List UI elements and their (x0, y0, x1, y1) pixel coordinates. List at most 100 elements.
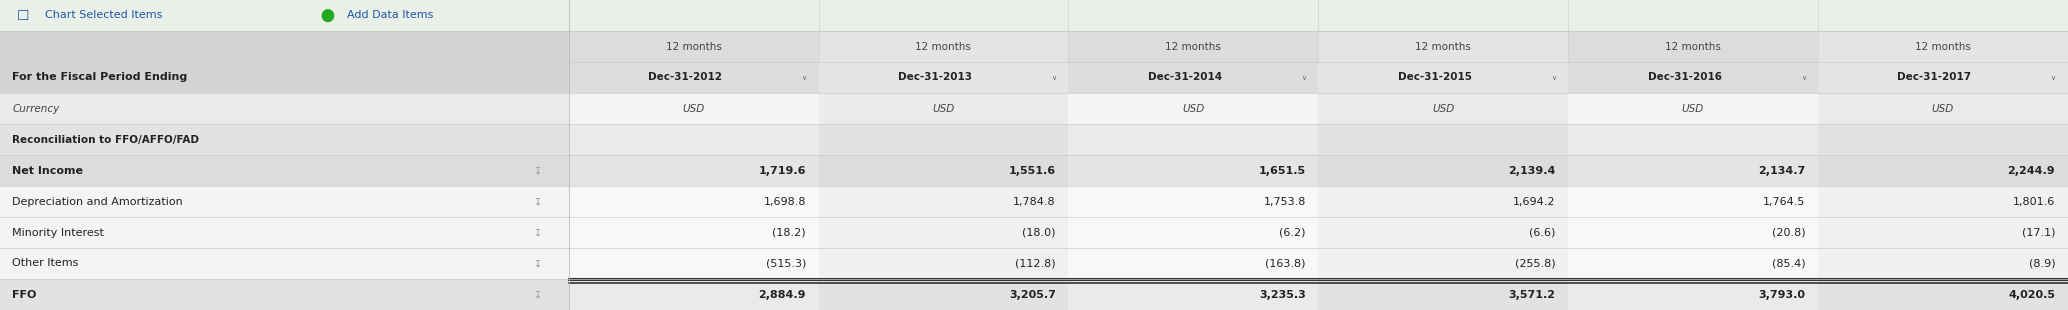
Bar (819, 31, 1069, 62)
Text: 4,020.5: 4,020.5 (2008, 290, 2056, 299)
Text: 12 months: 12 months (1164, 42, 1222, 51)
Bar (1317, 62, 1568, 93)
Bar (1069, 186, 1317, 217)
Bar (819, 279, 1069, 310)
Text: USD: USD (1932, 104, 1954, 113)
Text: 12 months: 12 months (1915, 42, 1971, 51)
Text: Dec-31-2013: Dec-31-2013 (898, 73, 972, 82)
Text: For the Fiscal Period Ending: For the Fiscal Period Ending (12, 73, 188, 82)
Text: 2,139.4: 2,139.4 (1508, 166, 1555, 175)
Bar (819, 248, 1069, 279)
Text: Dec-31-2015: Dec-31-2015 (1398, 73, 1472, 82)
Text: (112.8): (112.8) (1015, 259, 1057, 268)
Bar (0, 155, 569, 186)
Bar (1818, 124, 2068, 155)
Bar (0, 124, 569, 155)
Text: Minority Interest: Minority Interest (12, 228, 103, 237)
Text: ↧: ↧ (534, 197, 542, 206)
Bar (0, 0, 2068, 31)
Text: 1,719.6: 1,719.6 (759, 166, 807, 175)
Bar (819, 124, 1069, 155)
Text: USD: USD (1183, 104, 1204, 113)
Bar (0, 93, 569, 124)
Bar (0, 62, 569, 93)
Text: 1,753.8: 1,753.8 (1264, 197, 1305, 206)
Bar (819, 217, 1069, 248)
Text: 3,235.3: 3,235.3 (1259, 290, 1305, 299)
Text: ↧: ↧ (534, 166, 542, 175)
Text: (17.1): (17.1) (2023, 228, 2056, 237)
Bar (1818, 62, 2068, 93)
Bar (569, 248, 819, 279)
Bar (1317, 248, 1568, 279)
Bar (1818, 279, 2068, 310)
Text: 12 months: 12 months (666, 42, 722, 51)
Text: 1,784.8: 1,784.8 (1013, 197, 1057, 206)
Text: (6.6): (6.6) (1528, 228, 1555, 237)
Text: Dec-31-2017: Dec-31-2017 (1896, 73, 1971, 82)
Text: (255.8): (255.8) (1516, 259, 1555, 268)
Bar (1317, 31, 1568, 62)
Bar (1568, 93, 1818, 124)
Text: 2,244.9: 2,244.9 (2008, 166, 2056, 175)
Text: (18.0): (18.0) (1022, 228, 1057, 237)
Bar (1069, 93, 1317, 124)
Text: 1,764.5: 1,764.5 (1764, 197, 1805, 206)
Bar (0, 31, 569, 62)
Text: 3,571.2: 3,571.2 (1508, 290, 1555, 299)
Bar (1568, 31, 1818, 62)
Bar (1069, 279, 1317, 310)
Bar (569, 186, 819, 217)
Bar (0, 217, 569, 248)
Bar (0, 248, 569, 279)
Bar (1818, 217, 2068, 248)
Bar (1818, 248, 2068, 279)
Bar (1568, 248, 1818, 279)
Bar (1568, 217, 1818, 248)
Text: USD: USD (1431, 104, 1454, 113)
Text: (85.4): (85.4) (1772, 259, 1805, 268)
Bar (1317, 124, 1568, 155)
Text: 2,884.9: 2,884.9 (759, 290, 807, 299)
Text: Depreciation and Amortization: Depreciation and Amortization (12, 197, 184, 206)
Bar (819, 155, 1069, 186)
Bar (569, 155, 819, 186)
Text: ⬤: ⬤ (321, 9, 335, 22)
Bar (1568, 186, 1818, 217)
Text: Reconciliation to FFO/AFFO/FAD: Reconciliation to FFO/AFFO/FAD (12, 135, 199, 144)
Bar (569, 124, 819, 155)
Text: (163.8): (163.8) (1266, 259, 1305, 268)
Text: ∨: ∨ (1051, 74, 1057, 81)
Text: ↧: ↧ (534, 259, 542, 268)
Bar (1069, 124, 1317, 155)
Bar (569, 31, 819, 62)
Text: Chart Selected Items: Chart Selected Items (45, 11, 163, 20)
Bar (1069, 248, 1317, 279)
Bar (1818, 93, 2068, 124)
Text: 1,694.2: 1,694.2 (1514, 197, 1555, 206)
Bar (1818, 155, 2068, 186)
Text: 2,134.7: 2,134.7 (1758, 166, 1805, 175)
Text: ∨: ∨ (2051, 74, 2056, 81)
Text: 1,801.6: 1,801.6 (2012, 197, 2056, 206)
Bar (819, 62, 1069, 93)
Text: Dec-31-2012: Dec-31-2012 (649, 73, 722, 82)
Text: Net Income: Net Income (12, 166, 83, 175)
Bar (1568, 279, 1818, 310)
Text: 1,698.8: 1,698.8 (763, 197, 807, 206)
Text: 12 months: 12 months (1415, 42, 1470, 51)
Text: ∨: ∨ (1551, 74, 1555, 81)
Bar (1317, 93, 1568, 124)
Text: FFO: FFO (12, 290, 37, 299)
Bar (1568, 62, 1818, 93)
Bar (1317, 217, 1568, 248)
Text: USD: USD (933, 104, 955, 113)
Bar (569, 62, 819, 93)
Text: (18.2): (18.2) (773, 228, 807, 237)
Text: 12 months: 12 months (916, 42, 972, 51)
Text: ↧: ↧ (534, 228, 542, 237)
Text: ∨: ∨ (802, 74, 807, 81)
Text: 12 months: 12 months (1665, 42, 1721, 51)
Text: Dec-31-2014: Dec-31-2014 (1148, 73, 1222, 82)
Text: Add Data Items: Add Data Items (347, 11, 434, 20)
